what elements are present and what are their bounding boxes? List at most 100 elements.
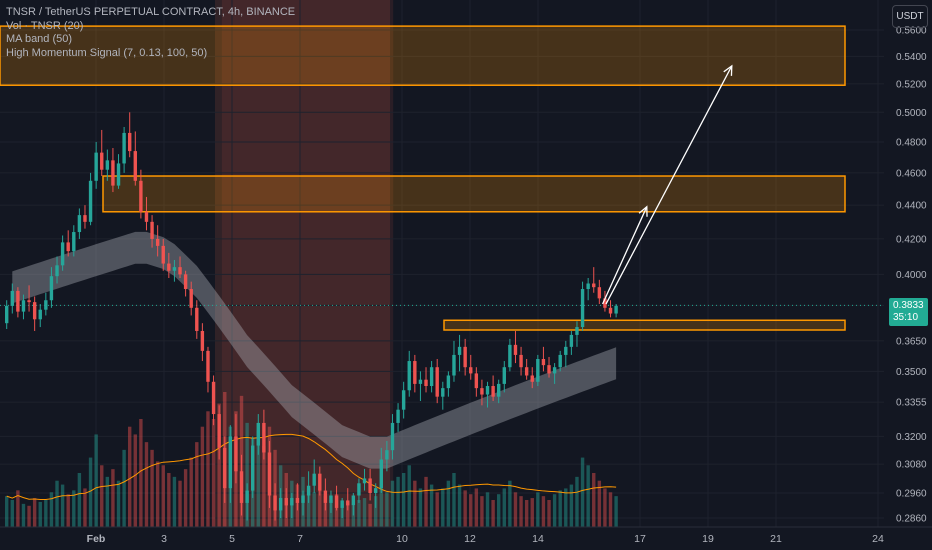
candle-body: [452, 354, 456, 376]
candle-body: [133, 151, 137, 181]
volume-bar: [329, 500, 333, 527]
volume-bar: [396, 476, 400, 527]
candle-body: [441, 388, 445, 397]
price-tick-label: 0.2860: [896, 514, 927, 525]
time-tick-label: 12: [464, 533, 476, 545]
resistance-zone: [102, 175, 846, 213]
candle-body: [547, 365, 551, 374]
symbol-title[interactable]: TNSR / TetherUS PERPETUAL CONTRACT, 4h, …: [6, 6, 296, 18]
price-tick-label: 0.3080: [896, 460, 927, 471]
volume-bar: [586, 465, 590, 527]
candle-body: [374, 488, 378, 494]
candle-body: [262, 422, 266, 453]
price-tick-label: 0.4200: [896, 234, 927, 245]
session-highlight: [221, 0, 394, 527]
candle-body: [139, 180, 143, 212]
signal-indicator-label[interactable]: High Momentum Signal (7, 0.13, 100, 50): [6, 46, 208, 59]
candle-body: [290, 497, 294, 506]
candle-body: [83, 215, 87, 222]
session-highlight-tint: [215, 0, 390, 527]
volume-bar: [480, 496, 484, 527]
candle-body: [519, 354, 523, 368]
candle-body: [418, 379, 423, 384]
volume-bar: [105, 476, 110, 527]
currency-badge[interactable]: USDT: [892, 5, 928, 28]
candle-body: [66, 242, 70, 252]
price-tick-label: 0.5200: [896, 79, 927, 90]
volume-bar: [38, 501, 42, 527]
price-tick-label: 0.4600: [896, 168, 927, 179]
candle-body: [424, 379, 428, 387]
volume-bar: [88, 457, 93, 527]
price-tick-label: 0.5400: [896, 52, 927, 63]
volume-bar: [513, 492, 518, 527]
volume-bar: [569, 484, 574, 527]
candle-body: [592, 283, 596, 288]
candle-body: [32, 302, 37, 320]
volume-bar: [312, 492, 316, 527]
candle-body: [603, 298, 607, 308]
candle-body: [446, 375, 451, 389]
candle-body: [278, 497, 283, 511]
session-highlight-overlay: [215, 0, 390, 527]
price-tick-label: 0.4000: [896, 270, 927, 281]
volume-bar: [150, 449, 154, 527]
volume-bar: [351, 505, 356, 527]
volume-bar: [519, 496, 523, 527]
candle-body: [49, 276, 54, 301]
candle-body: [575, 327, 579, 335]
candle-body: [318, 473, 322, 491]
candle-body: [502, 367, 506, 384]
volume-bar: [161, 465, 165, 527]
ma-band-indicator-label[interactable]: MA band (50): [6, 33, 73, 45]
volume-bar: [111, 469, 115, 527]
candle-body: [267, 452, 272, 496]
candle-body: [128, 132, 132, 152]
volume-bar: [167, 473, 171, 527]
volume-bar: [55, 480, 59, 527]
volume-bar: [435, 492, 439, 527]
volume-bar: [32, 498, 37, 527]
volume-bar: [558, 490, 562, 527]
volume-bar: [592, 473, 596, 527]
volume-bar: [446, 480, 451, 527]
candle-body: [586, 283, 590, 290]
volume-bar: [245, 422, 249, 527]
candle-body: [100, 152, 104, 170]
candle-body: [329, 495, 333, 503]
candle-body: [306, 485, 311, 496]
volume-bar: [362, 498, 367, 527]
candle-body: [228, 436, 233, 489]
volume-bar: [385, 492, 389, 527]
volume-bar: [413, 480, 417, 527]
candle-body: [60, 242, 65, 266]
volume-bar: [357, 500, 361, 527]
volume-bar: [44, 500, 48, 527]
candle-body: [16, 290, 20, 312]
candle-body: [580, 289, 585, 328]
volume-bar: [441, 488, 445, 527]
volume-indicator-label[interactable]: Vol · TNSR (20): [6, 19, 84, 32]
candle-body: [552, 367, 557, 374]
chart-legend: TNSR / TetherUS PERPETUAL CONTRACT, 4h, …: [6, 6, 295, 60]
candle-body: [122, 132, 126, 164]
volume-bar: [83, 488, 87, 527]
candle-body: [536, 358, 540, 382]
volume-bar: [452, 473, 456, 527]
candle-body: [94, 152, 98, 181]
candle-body: [206, 350, 210, 382]
candle-body: [564, 346, 568, 355]
volume-bar: [597, 480, 602, 527]
price-tick-label: 0.2960: [896, 489, 927, 500]
candle-body: [469, 367, 473, 374]
volume-bar: [474, 488, 479, 527]
candle-body: [88, 180, 93, 222]
projection-arrow: [602, 206, 648, 305]
candle-body: [413, 361, 417, 384]
volume-bar: [49, 492, 54, 527]
candle-body: [116, 163, 121, 186]
volume-bar: [580, 457, 585, 527]
projection-arrow: [605, 65, 733, 305]
candle-body: [167, 263, 171, 271]
